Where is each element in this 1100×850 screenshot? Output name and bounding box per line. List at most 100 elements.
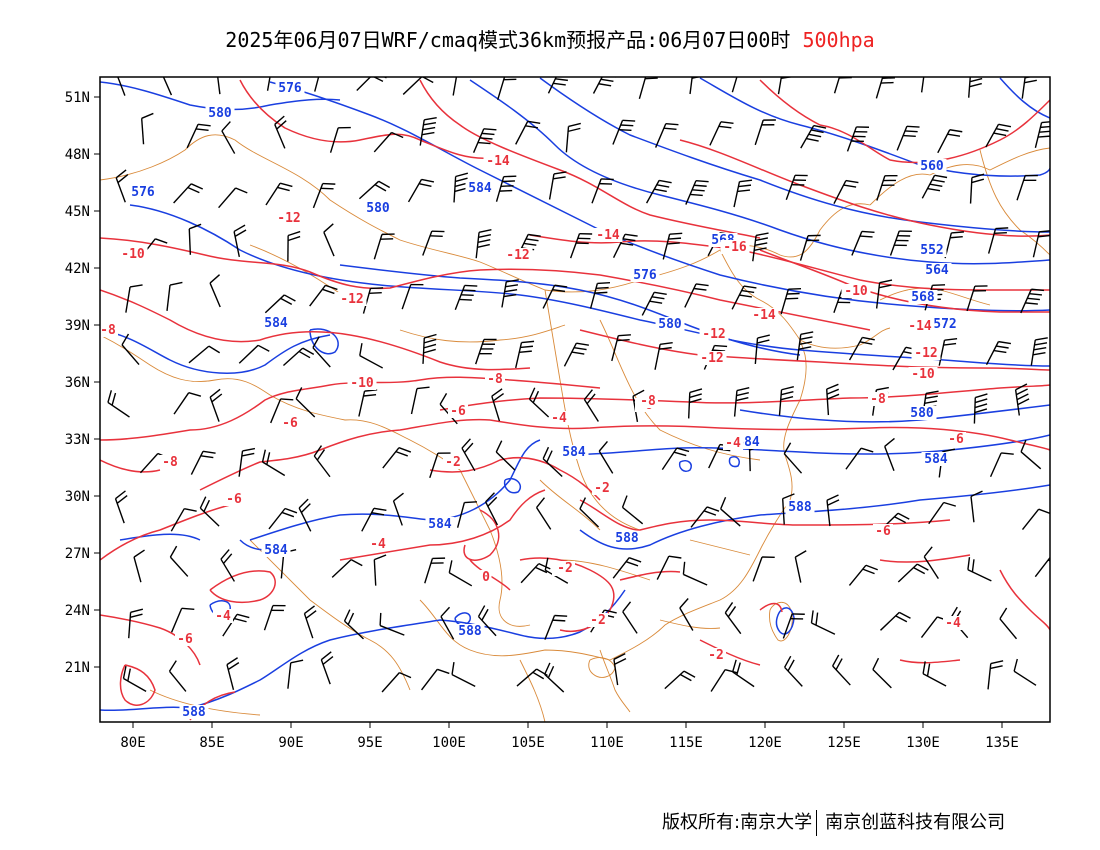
height-label-bg (363, 201, 393, 215)
wind-barb (851, 230, 875, 256)
lat-tick-label: 30N (65, 489, 90, 505)
wind-barb (217, 77, 221, 95)
wind-barb (884, 437, 895, 471)
wind-barb (472, 128, 497, 153)
temperature-label-bg (841, 284, 871, 298)
wind-barb (875, 279, 893, 309)
wind-barb (392, 492, 404, 526)
wind-barb (724, 602, 742, 635)
lat-tick-label: 39N (65, 318, 90, 334)
temperature-label: -14 (752, 308, 776, 323)
temperature-label: -6 (450, 404, 466, 419)
wind-barb (320, 651, 334, 685)
height-contour (469, 79, 1050, 265)
wind-barb (889, 230, 912, 256)
wind-barb (832, 654, 851, 686)
temperature-contour (209, 570, 276, 603)
lat-tick-label: 42N (65, 261, 90, 277)
wind-barb (641, 291, 667, 316)
wind-barb (613, 653, 627, 686)
height-label: 552 (920, 243, 943, 258)
lon-tick-label: 115E (669, 735, 703, 751)
wind-barb (263, 604, 286, 631)
temperature-contour (100, 289, 531, 371)
wind-barb (117, 77, 126, 96)
height-contour (119, 533, 201, 541)
lon-tick-label: 110E (590, 735, 624, 751)
height-contour (678, 459, 692, 473)
temperature-label-bg (448, 404, 468, 418)
wind-barb (270, 398, 294, 424)
temperature-label-bg (483, 154, 513, 168)
temperature-label-bg (443, 455, 463, 469)
temperature-label: -4 (370, 537, 386, 552)
temperature-contour (579, 499, 951, 531)
wind-barb (451, 661, 476, 688)
wind-barb (987, 227, 1009, 254)
temperature-contour (679, 139, 1050, 237)
temperature-label: -8 (487, 372, 503, 387)
wind-barb (872, 657, 892, 689)
height-label: 560 (920, 159, 944, 174)
height-label: 584 (428, 517, 452, 532)
wind-barb (999, 607, 1018, 640)
temperature-label-bg (503, 248, 533, 262)
wind-barb (970, 490, 983, 523)
temperature-label-bg (213, 609, 233, 623)
temperature-contour (479, 268, 871, 331)
wind-barb (162, 77, 173, 96)
wind-barb (168, 660, 187, 692)
boundary-line (539, 479, 601, 531)
wind-barb (645, 179, 672, 204)
height-label-bg (275, 81, 305, 95)
temperature-contour (439, 384, 1050, 411)
wind-barb (454, 284, 478, 310)
wind-barb (125, 284, 143, 313)
boundary-line (719, 249, 801, 341)
wind-barb (173, 183, 204, 204)
wind-barb (303, 605, 317, 639)
wind-barb (754, 119, 776, 146)
temperature-label: -2 (594, 481, 610, 496)
wind-barb (621, 495, 644, 525)
lon-tick-label: 120E (748, 735, 782, 751)
wind-barb (598, 441, 614, 474)
temperature-contour (199, 418, 491, 491)
height-label-bg (922, 263, 952, 277)
boundary-line (869, 147, 1050, 206)
wind-barb (973, 393, 988, 424)
wind-barb (661, 447, 690, 470)
temperature-label-bg (280, 416, 300, 430)
height-label: 584 (562, 445, 586, 460)
boundary-line (419, 599, 611, 661)
temperature-label: -16 (723, 240, 747, 255)
temperature-contour (489, 419, 1050, 451)
wind-barb (794, 550, 807, 583)
wind-barb (548, 171, 567, 200)
wind-barb (264, 294, 296, 314)
wind-barb (656, 555, 682, 580)
wind-barb (121, 333, 140, 365)
height-label: 580 (208, 106, 232, 121)
temperature-label-bg (911, 346, 941, 360)
wind-barb (190, 450, 216, 475)
wind-barb (544, 557, 569, 584)
temperature-label-bg (593, 228, 623, 242)
wind-barb (329, 126, 351, 153)
temperature-label: -14 (596, 228, 620, 243)
temperature-label: -2 (557, 561, 573, 576)
wind-barb (461, 438, 476, 472)
height-contour (728, 455, 741, 468)
height-label-bg (559, 445, 589, 459)
temperature-label-bg (588, 613, 608, 627)
temperature-label: -14 (908, 319, 932, 334)
wind-barb (429, 452, 451, 479)
height-label-bg (908, 290, 938, 304)
temperature-label: -12 (702, 327, 725, 342)
temperature-contour (100, 376, 601, 441)
height-label: 572 (933, 317, 956, 332)
temperature-contour (759, 602, 783, 613)
temperature-label: -6 (948, 432, 964, 447)
wind-barb (238, 447, 256, 477)
wind-barb (420, 668, 450, 691)
